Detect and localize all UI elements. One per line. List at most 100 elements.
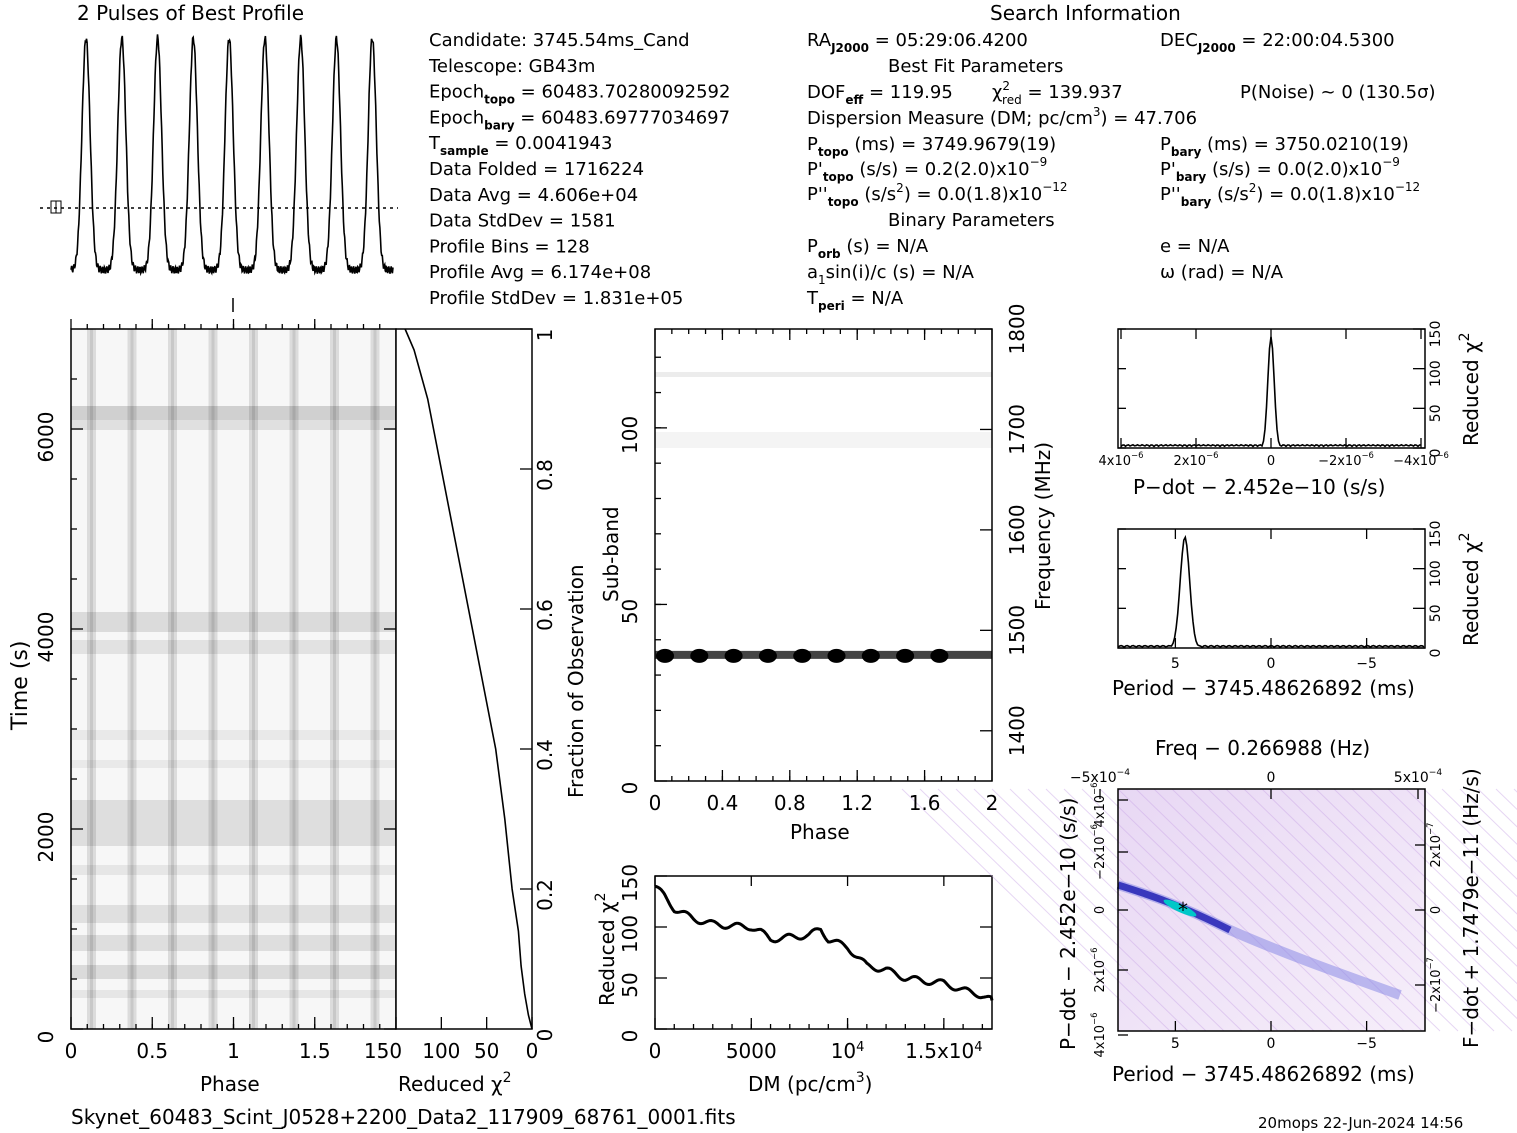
info-left-row: Epochbary = 60483.69777034697 xyxy=(429,107,730,132)
info-left-block: Candidate: 3745.54ms_Cand Telescope: GB43… xyxy=(428,30,730,309)
info-left-row: Data StdDev = 1581 xyxy=(429,211,616,232)
pdbary-label: P'bary (s/s) = 0.0(2.0)x10−9 xyxy=(1160,155,1400,184)
time-phase-band xyxy=(71,406,396,420)
info-left-row: Tsample = 0.0041943 xyxy=(428,133,612,158)
omega-label: ω (rad) = N/A xyxy=(1160,262,1284,283)
dm-chi2-axis-label: Reduced χ2 xyxy=(593,892,619,1006)
phase-tick-label: 0.5 xyxy=(136,1039,168,1063)
search-info-title: Search Information xyxy=(990,1,1181,25)
ppdot-fringe xyxy=(1009,788,1261,1032)
info-left-row: Data Folded = 1716224 xyxy=(429,159,644,180)
time-tick-label: 2000 xyxy=(34,812,58,863)
dm-chi2-tick: 50 xyxy=(618,972,642,997)
ra-label: RAJ2000 = 05:29:06.4200 xyxy=(807,30,1028,55)
subband-faint-band xyxy=(655,432,992,448)
dm-tick-label: 1.5x104 xyxy=(905,1039,982,1063)
pdot-axis-label: P−dot − 2.452e−10 (s/s) xyxy=(1133,475,1385,499)
subband-axis-label: Sub-band xyxy=(599,506,623,602)
time-tick-label: 0 xyxy=(34,1031,58,1044)
period-chi2-tick: 100 xyxy=(1428,560,1444,587)
subband-phase-tick: 0.8 xyxy=(774,791,806,815)
fraction-tick-label: 0.2 xyxy=(533,879,557,911)
time-phase-band xyxy=(71,760,396,768)
subband-pulse xyxy=(758,648,777,663)
dm-chi2-tick: 150 xyxy=(618,864,642,902)
subband-tick: 50 xyxy=(618,599,642,624)
period-chi2-tick: 0 xyxy=(1428,649,1444,658)
ppdot-fringe xyxy=(1225,788,1477,1032)
info-left-row: Data Avg = 4.606e+04 xyxy=(429,185,638,206)
freq-axis-label: Frequency (MHz) xyxy=(1031,442,1055,610)
subband-tick: 100 xyxy=(618,416,642,454)
redchi-axis-label: Reduced χ2 xyxy=(398,1070,512,1096)
ppdot-freq-tick: −5x10−4 xyxy=(1070,768,1130,786)
subband-pulse xyxy=(861,648,880,663)
period-chi2-axis-label: Reduced χ2 xyxy=(1457,532,1483,646)
freq-tick: 1600 xyxy=(1005,504,1029,555)
footer-filename: Skynet_60483_Scint_J0528+2200_Data2_1179… xyxy=(71,1105,736,1129)
pdot-tick-label: 0 xyxy=(1267,454,1275,469)
e-label: e = N/A xyxy=(1160,236,1230,257)
pdot-tick-label: 4x10−6 xyxy=(1099,450,1144,469)
ppdot-fringe xyxy=(1279,788,1517,1020)
pdot-chi2-tick: 100 xyxy=(1428,360,1444,387)
pnoise-label: P(Noise) ~ 0 (130.5σ) xyxy=(1240,82,1436,103)
period-chi2-tick: 50 xyxy=(1428,604,1444,622)
ppdot-fringe xyxy=(1045,788,1297,1032)
pdot-tick-label: −2x10−6 xyxy=(1318,450,1374,469)
dm-tick-label: 0 xyxy=(649,1039,662,1063)
pdot-chi2-axis-label: Reduced χ2 xyxy=(1457,332,1483,446)
chi2-label: χ2 red = 139.937 xyxy=(992,79,1123,107)
subband-phase-tick: 0 xyxy=(649,791,662,815)
dm-tick-label: 104 xyxy=(831,1039,865,1063)
time-phase-band xyxy=(71,865,396,875)
ppdot-freq-tick: 5x10−4 xyxy=(1394,768,1443,786)
time-phase-band xyxy=(71,730,396,740)
best-fit-star-icon: * xyxy=(1178,898,1188,922)
subband-pulse xyxy=(793,648,812,663)
ppdot-fringe xyxy=(1081,788,1333,1032)
ppdot-period-tick: 0 xyxy=(1267,1036,1276,1052)
ppdot-fringe xyxy=(1117,788,1369,1032)
subband-phase-tick: 1.6 xyxy=(909,791,941,815)
subband-panel: Sub-band Frequency (MHz) Phase xyxy=(599,328,1055,844)
pddtopo-label: P''topo (s/s2) = 0.0(1.8)x10−12 xyxy=(807,180,1068,209)
subband-phase-tick: 0.4 xyxy=(706,791,738,815)
ppdot-fringe xyxy=(1207,788,1459,1032)
time-phase-panel: Time (s) Phase xyxy=(8,298,397,1096)
time-phase-band xyxy=(71,640,396,654)
redchi-tick-label: 150 xyxy=(364,1039,402,1063)
ppdot-pdot-label: P−dot − 2.452e−10 (s/s) xyxy=(1056,798,1080,1050)
dm-chi2-line xyxy=(654,884,994,1001)
ppdot-fringe xyxy=(1495,788,1517,811)
dm-tick-label: 5000 xyxy=(726,1039,777,1063)
phase-tick-label: 1 xyxy=(227,1039,240,1063)
dm-label: Dispersion Measure (DM; pc/cm3) = 47.706 xyxy=(807,105,1197,129)
info-left-row: Epochtopo = 60483.70280092592 xyxy=(429,82,730,107)
info-mid-block: RAJ2000 = 05:29:06.4200 DECJ2000 = 22:00… xyxy=(806,30,1436,313)
ppdot-freq-tick: 0 xyxy=(1267,770,1276,786)
pdot-tick-label: −4x10−6 xyxy=(1393,450,1449,469)
fraction-tick-label: 0.8 xyxy=(533,459,557,491)
profile-line xyxy=(70,34,394,277)
freq-tick: 1400 xyxy=(1005,705,1029,756)
subband-image xyxy=(655,329,992,781)
ppdot-pdot-tick: 4x10−6 xyxy=(1089,1013,1108,1058)
period-chi2-tick: 150 xyxy=(1428,521,1444,548)
subband-pulse xyxy=(827,648,846,663)
period-tick-label: 5 xyxy=(1171,656,1180,672)
ppdot-pdot-tick: 4x10−6 xyxy=(1089,783,1108,828)
ppdot-fringe xyxy=(955,788,1207,1032)
subband-pulse xyxy=(724,648,743,663)
ppdot-fringe xyxy=(1099,788,1351,1032)
period-axis-label: Period − 3745.48626892 (ms) xyxy=(1112,676,1415,700)
ppdot-pdot-tick: 0 xyxy=(1093,906,1108,914)
info-left-row: Telescope: GB43m xyxy=(428,56,595,77)
dof-label: DOFeff = 119.95 xyxy=(807,82,953,107)
period-chi2-panel: Period − 3745.48626892 (ms) Reduced χ2 xyxy=(1112,528,1483,700)
pdot-chi2-tick: 50 xyxy=(1428,404,1444,422)
fraction-tick-label: 0.4 xyxy=(533,739,557,771)
ppdot-pdot-tick: −2x10−6 xyxy=(1089,824,1108,880)
time-phase-band xyxy=(71,800,396,846)
